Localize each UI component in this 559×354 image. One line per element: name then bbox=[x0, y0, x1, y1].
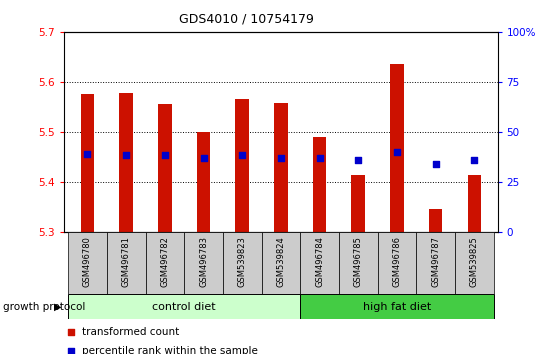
Text: GSM496780: GSM496780 bbox=[83, 236, 92, 287]
Point bbox=[199, 155, 208, 161]
Bar bbox=[184, 232, 223, 294]
Bar bbox=[339, 232, 377, 294]
Point bbox=[277, 155, 286, 161]
Point bbox=[335, 96, 344, 102]
Text: GSM539824: GSM539824 bbox=[276, 236, 286, 287]
Point bbox=[160, 153, 169, 158]
Point bbox=[354, 158, 363, 163]
Bar bbox=[235, 99, 249, 232]
Point bbox=[122, 153, 131, 158]
Text: growth protocol: growth protocol bbox=[3, 302, 85, 312]
Text: GSM496784: GSM496784 bbox=[315, 236, 324, 287]
Bar bbox=[120, 93, 133, 232]
Text: GSM496785: GSM496785 bbox=[354, 236, 363, 287]
Bar bbox=[145, 232, 184, 294]
Bar bbox=[107, 232, 145, 294]
Bar bbox=[158, 104, 172, 232]
Text: GSM496787: GSM496787 bbox=[431, 236, 440, 287]
Bar bbox=[300, 232, 339, 294]
Text: GSM496781: GSM496781 bbox=[122, 236, 131, 287]
Bar bbox=[429, 209, 442, 232]
Bar bbox=[352, 175, 365, 232]
Text: GSM496786: GSM496786 bbox=[392, 236, 401, 287]
Bar bbox=[313, 137, 326, 232]
Point bbox=[392, 149, 401, 155]
Point bbox=[83, 152, 92, 157]
Text: GDS4010 / 10754179: GDS4010 / 10754179 bbox=[179, 12, 314, 25]
Text: GSM496782: GSM496782 bbox=[160, 236, 169, 287]
Bar bbox=[80, 95, 94, 232]
Bar bbox=[467, 175, 481, 232]
Point bbox=[315, 155, 324, 161]
Bar bbox=[377, 232, 416, 294]
Text: high fat diet: high fat diet bbox=[363, 302, 431, 312]
Bar bbox=[223, 232, 262, 294]
Bar bbox=[68, 232, 107, 294]
Point bbox=[431, 161, 440, 167]
Point bbox=[470, 158, 479, 163]
Bar bbox=[274, 103, 288, 232]
Text: GSM496783: GSM496783 bbox=[199, 236, 208, 287]
Bar bbox=[416, 232, 455, 294]
Bar bbox=[455, 232, 494, 294]
Text: percentile rank within the sample: percentile rank within the sample bbox=[82, 346, 258, 354]
Text: control diet: control diet bbox=[153, 302, 216, 312]
Bar bbox=[197, 132, 210, 232]
Bar bbox=[390, 64, 404, 232]
Text: ▶: ▶ bbox=[54, 302, 61, 312]
Point bbox=[335, 273, 344, 279]
Bar bbox=[300, 294, 494, 319]
Bar bbox=[262, 232, 300, 294]
Point bbox=[238, 153, 247, 158]
Text: transformed count: transformed count bbox=[82, 327, 179, 337]
Bar bbox=[68, 294, 300, 319]
Text: GSM539825: GSM539825 bbox=[470, 236, 479, 287]
Text: GSM539823: GSM539823 bbox=[238, 236, 247, 287]
